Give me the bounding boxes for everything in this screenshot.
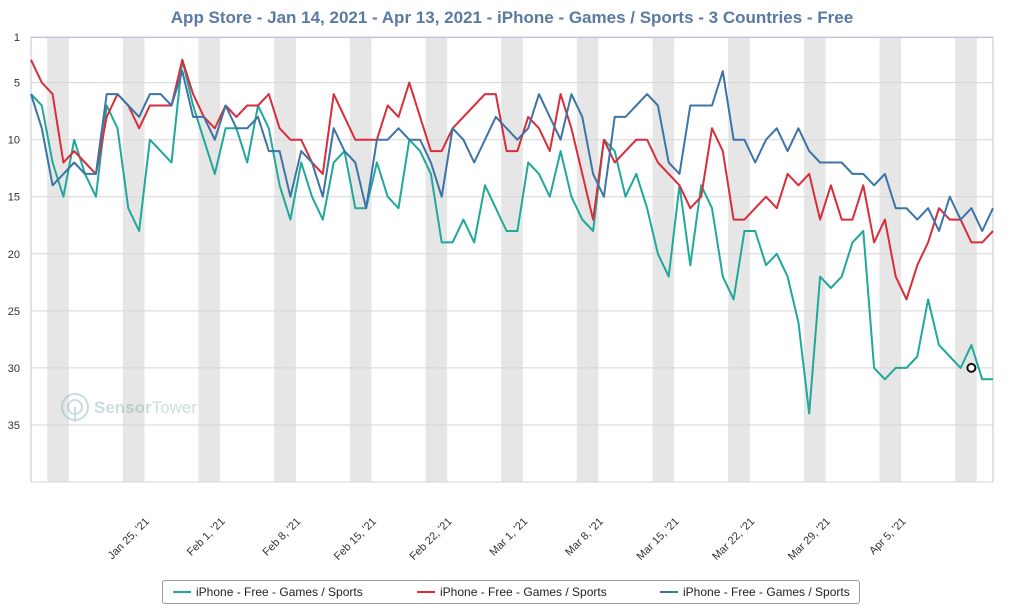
weekend-band bbox=[425, 37, 448, 482]
weekend-band bbox=[274, 37, 296, 482]
weekend-band bbox=[955, 37, 977, 482]
highlight-point bbox=[966, 362, 977, 373]
y-tick-label: 35 bbox=[8, 420, 20, 432]
weekend-band bbox=[198, 37, 221, 482]
sensor-tower-logo-icon bbox=[61, 393, 89, 422]
legend-label-series-3: iPhone - Free - Games / Sports bbox=[683, 585, 850, 599]
x-tick-label: Jan 25, '21 bbox=[106, 516, 152, 562]
chart-title: App Store - Jan 14, 2021 - Apr 13, 2021 … bbox=[170, 8, 854, 27]
x-tick-label: Feb 22, '21 bbox=[408, 516, 455, 563]
y-tick-label: 30 bbox=[8, 363, 20, 375]
watermark-brand-light: Tower bbox=[151, 398, 197, 417]
x-tick-label: Mar 1, '21 bbox=[487, 516, 530, 559]
x-tick-label: Mar 15, '21 bbox=[635, 516, 682, 563]
x-tick-label: Feb 15, '21 bbox=[332, 516, 379, 563]
series-line-2 bbox=[30, 58, 994, 301]
weekend-band bbox=[652, 37, 675, 482]
y-tick-label: 10 bbox=[8, 135, 20, 147]
legend-swatch-red bbox=[417, 590, 435, 593]
weekend-band bbox=[501, 37, 523, 482]
sensor-tower-watermark: SensorTower bbox=[60, 392, 200, 424]
y-tick-label: 1 bbox=[14, 32, 20, 44]
series-lines bbox=[30, 58, 994, 415]
y-tick-label: 5 bbox=[14, 78, 20, 90]
x-tick-label: Mar 29, '21 bbox=[786, 516, 833, 563]
legend-swatch-blue bbox=[660, 590, 678, 593]
x-tick-label: Mar 8, '21 bbox=[563, 516, 606, 559]
y-tick-label: 20 bbox=[8, 249, 20, 261]
legend-label-series-2: iPhone - Free - Games / Sports bbox=[440, 585, 607, 599]
x-tick-label: Feb 8, '21 bbox=[261, 516, 304, 559]
series-line-3 bbox=[30, 70, 994, 232]
weekend-band bbox=[349, 37, 372, 482]
weekend-band bbox=[47, 37, 69, 482]
series-line-1 bbox=[30, 58, 993, 415]
x-tick-label: Mar 22, '21 bbox=[710, 516, 757, 563]
legend-item-series-1[interactable]: iPhone - Free - Games / Sports bbox=[173, 585, 363, 599]
highlight-marker bbox=[966, 362, 977, 373]
legend-item-series-2[interactable]: iPhone - Free - Games / Sports bbox=[417, 585, 607, 599]
y-tick-label: 25 bbox=[8, 306, 20, 318]
legend-label-series-1: iPhone - Free - Games / Sports bbox=[196, 585, 363, 599]
watermark-brand-bold: Sensor bbox=[94, 398, 152, 417]
legend-swatch-teal bbox=[173, 590, 191, 593]
weekend-band bbox=[122, 37, 145, 482]
y-tick-label: 15 bbox=[8, 192, 20, 204]
weekend-band bbox=[803, 37, 826, 482]
weekend-band bbox=[879, 37, 902, 482]
axes bbox=[30, 37, 994, 482]
x-tick-label: Apr 5, '21 bbox=[867, 516, 909, 558]
x-tick-labels: Jan 25, '21 Feb 1, '21 Feb 8, '21 Feb 15, '… bbox=[106, 516, 909, 563]
x-tick-label: Feb 1, '21 bbox=[185, 516, 228, 559]
weekend-band bbox=[576, 37, 599, 482]
legend-item-series-3[interactable]: iPhone - Free - Games / Sports bbox=[660, 585, 850, 599]
chart-legend: iPhone - Free - Games / Sports iPhone - … bbox=[162, 580, 860, 604]
